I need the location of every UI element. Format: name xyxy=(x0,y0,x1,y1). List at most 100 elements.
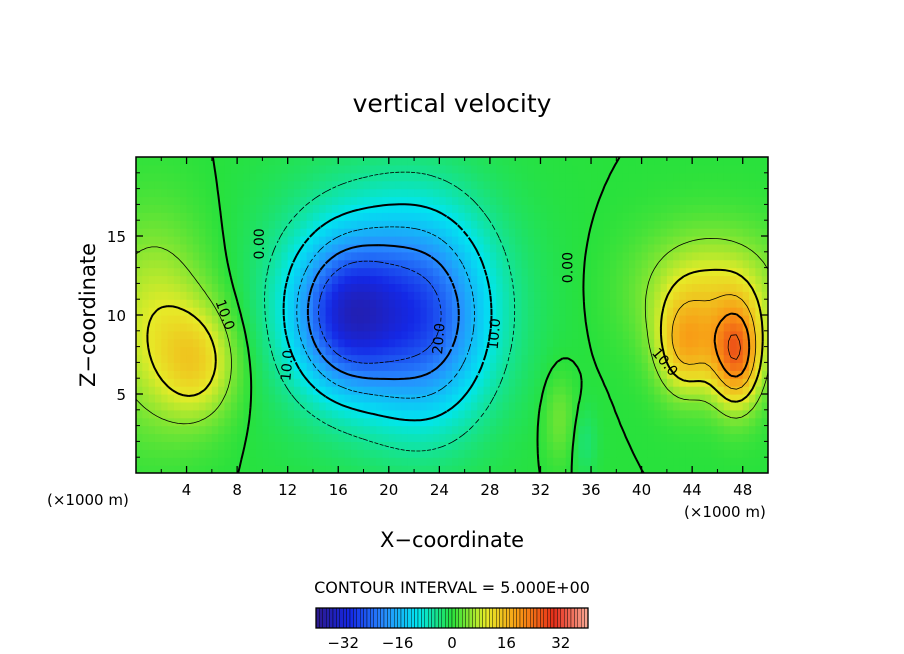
heat-cell xyxy=(211,441,219,450)
heat-cell xyxy=(275,307,282,316)
heat-cell xyxy=(717,315,725,324)
heat-cell xyxy=(331,425,339,435)
heat-cell xyxy=(584,251,592,261)
heat-cell xyxy=(628,425,636,435)
heat-cell xyxy=(666,220,674,229)
heat-cell xyxy=(540,465,548,473)
heat-cell xyxy=(572,236,579,245)
heat-cell xyxy=(622,196,630,205)
heat-cell xyxy=(761,449,768,458)
heat-cell xyxy=(515,401,523,411)
heat-cell xyxy=(521,417,529,427)
colorbar-tick-label: 0 xyxy=(447,634,457,652)
heat-cell xyxy=(578,401,586,411)
heat-cell xyxy=(256,378,263,387)
heat-cell xyxy=(426,449,434,458)
heat-cell xyxy=(489,433,497,442)
heat-cell xyxy=(325,378,333,387)
heat-cell xyxy=(218,354,226,363)
heat-cell xyxy=(414,172,421,182)
heat-cell xyxy=(433,401,440,411)
heat-cell xyxy=(388,220,396,229)
x-tick-label: 8 xyxy=(232,481,242,499)
heat-cell xyxy=(610,362,617,371)
heat-cell xyxy=(647,188,655,198)
heat-cell xyxy=(382,362,390,371)
heat-cell xyxy=(395,394,403,403)
heat-cell xyxy=(294,204,301,213)
heat-cell xyxy=(521,370,529,379)
heat-cell xyxy=(312,401,320,411)
heat-cell xyxy=(666,307,674,316)
colorbar-cell xyxy=(550,607,555,629)
heat-cell xyxy=(616,370,624,379)
heat-cell xyxy=(167,330,175,340)
heat-cell xyxy=(647,354,655,363)
heat-cell xyxy=(350,362,358,371)
heat-cell xyxy=(382,315,390,324)
heat-cell xyxy=(388,307,396,316)
heat-cell xyxy=(616,378,624,387)
heat-cell xyxy=(546,394,554,403)
heat-cell xyxy=(167,315,175,324)
heat-cell xyxy=(704,196,712,205)
heat-cell xyxy=(679,386,687,395)
heat-cell xyxy=(350,330,358,340)
heat-cell xyxy=(268,236,276,245)
heat-cell xyxy=(338,330,346,340)
heat-cell xyxy=(496,315,504,324)
heat-cell xyxy=(470,409,478,419)
heat-cell xyxy=(395,212,403,221)
heat-cell xyxy=(401,338,409,348)
heat-cell xyxy=(704,386,712,395)
heat-cell xyxy=(635,267,643,277)
heat-cell xyxy=(211,322,219,332)
heat-cell xyxy=(426,409,434,419)
heat-cell xyxy=(610,394,617,403)
heat-cell xyxy=(559,465,567,473)
heat-cell xyxy=(414,322,421,332)
heat-cell xyxy=(199,188,207,198)
heat-cell xyxy=(591,220,598,229)
heat-cell xyxy=(508,157,516,166)
heat-cell xyxy=(167,425,175,435)
heat-cell xyxy=(192,307,200,316)
heat-cell xyxy=(281,243,289,253)
heat-cell xyxy=(508,236,516,245)
heat-cell xyxy=(477,188,485,198)
heat-cell xyxy=(249,164,257,174)
heat-cell xyxy=(256,180,263,190)
heat-cell xyxy=(572,370,579,379)
heat-cell xyxy=(249,425,257,435)
heat-cell xyxy=(723,267,731,277)
heat-cell xyxy=(477,425,485,435)
heat-cell xyxy=(294,307,301,316)
heat-cell xyxy=(641,338,649,348)
heat-cell xyxy=(647,330,655,340)
heat-cell xyxy=(369,378,377,387)
heat-cell xyxy=(300,346,308,356)
heat-cell xyxy=(477,322,485,332)
heat-cell xyxy=(723,409,731,419)
heat-cell xyxy=(730,378,737,387)
heat-cell xyxy=(723,425,731,435)
heat-cell xyxy=(622,188,630,198)
heat-cell xyxy=(470,251,478,261)
heat-cell xyxy=(275,409,282,419)
heat-cell xyxy=(489,378,497,387)
heat-cell xyxy=(312,433,320,442)
heat-cell xyxy=(275,322,282,332)
heat-cell xyxy=(199,212,207,221)
heat-cell xyxy=(635,236,643,245)
heat-cell xyxy=(268,441,276,450)
heat-cell xyxy=(237,259,245,269)
heat-cell xyxy=(489,164,497,174)
heat-cell xyxy=(357,394,365,403)
heat-cell xyxy=(502,251,510,261)
heat-cell xyxy=(540,157,548,166)
heat-cell xyxy=(489,362,497,371)
heat-cell xyxy=(388,243,396,253)
heat-cell xyxy=(382,378,390,387)
heat-cell xyxy=(186,180,194,190)
heat-cell xyxy=(458,322,466,332)
